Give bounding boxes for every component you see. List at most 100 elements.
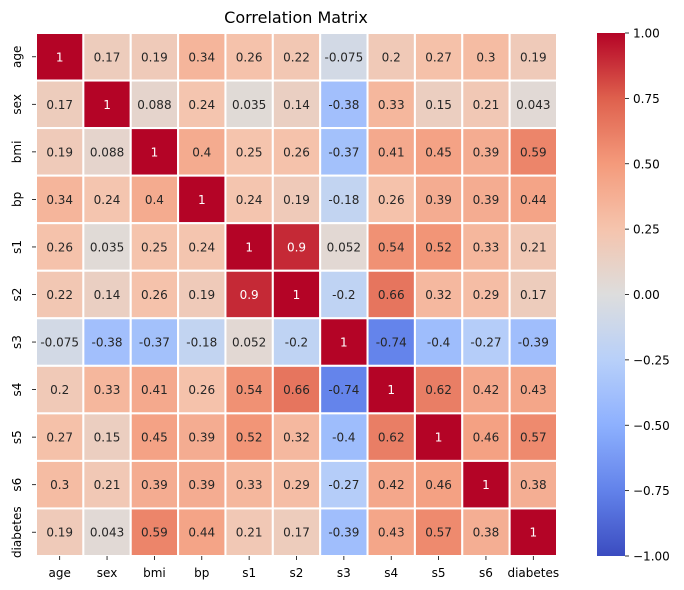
cell-label-s2-age: 0.22 xyxy=(46,288,73,302)
heatmap-cell-age-diabetes xyxy=(508,32,558,82)
x-tick-label-age: age xyxy=(49,566,71,580)
y-tick-label-s1: s1 xyxy=(10,240,24,254)
cell-label-s5-s5: 1 xyxy=(435,431,443,445)
heatmap-cell-s4-age xyxy=(35,364,85,415)
heatmap-cell-s4-diabetes xyxy=(508,364,558,415)
cell-label-diabetes-sex: 0.043 xyxy=(90,526,124,540)
heatmap-cell-sex-diabetes xyxy=(508,79,558,130)
cell-label-sex-s1: 0.035 xyxy=(232,98,266,112)
cell-label-s3-s3: 1 xyxy=(340,336,348,350)
cell-label-bp-age: 0.34 xyxy=(46,193,73,207)
cell-label-s1-s4: 0.54 xyxy=(378,240,405,254)
cell-label-s6-s5: 0.46 xyxy=(425,478,452,492)
colorbar-gradient xyxy=(597,33,625,556)
cell-label-bmi-s3: -0.37 xyxy=(328,145,359,159)
cell-label-bmi-s1: 0.25 xyxy=(236,145,263,159)
cell-label-bp-s4: 0.26 xyxy=(378,193,405,207)
cell-label-bmi-bp: 0.4 xyxy=(192,145,211,159)
heatmap-cell-s5-age xyxy=(35,412,85,462)
cell-label-s4-s5: 0.62 xyxy=(425,383,452,397)
colorbar: 1.00 0.75 0.50 0.25 0.00 −0.25 −0.50 −0.75 −1.00 xyxy=(597,27,670,564)
cell-label-bp-s6: 0.39 xyxy=(473,193,500,207)
cell-label-age-s1: 0.26 xyxy=(236,50,263,64)
y-tick-label-s3: s3 xyxy=(10,335,24,349)
cell-label-diabetes-s2: 0.17 xyxy=(283,526,310,540)
cell-label-diabetes-s3: -0.39 xyxy=(328,526,359,540)
heatmap-cell-s6-diabetes xyxy=(508,459,558,510)
cell-label-diabetes-s5: 0.57 xyxy=(425,526,452,540)
heatmap-cell-s3-sex xyxy=(82,317,132,367)
cell-label-s5-s2: 0.32 xyxy=(283,431,310,445)
cell-label-s1-s2: 0.9 xyxy=(287,240,306,254)
cell-label-s5-s1: 0.52 xyxy=(236,431,263,445)
cell-label-s4-s2: 0.66 xyxy=(283,383,310,397)
heatmap-cell-sex-s4 xyxy=(366,79,416,130)
cell-label-s4-s4: 1 xyxy=(387,383,395,397)
colorbar-tick-label: 0.75 xyxy=(633,92,660,106)
y-tick-label-diabetes: diabetes xyxy=(10,506,24,558)
cell-label-s4-s6: 0.42 xyxy=(473,383,500,397)
cell-label-diabetes-s4: 0.43 xyxy=(378,526,405,540)
cell-label-s2-sex: 0.14 xyxy=(94,288,121,302)
heatmap-cell-s6-bp xyxy=(177,459,227,510)
heatmap-cell-diabetes-s1 xyxy=(224,507,274,558)
heatmap-cell-s5-diabetes xyxy=(508,412,558,462)
cell-label-s4-age: 0.2 xyxy=(50,383,69,397)
colorbar-tick-label: −0.25 xyxy=(633,353,670,367)
y-tick-label-s2: s2 xyxy=(10,288,24,302)
cell-label-s5-bmi: 0.45 xyxy=(141,431,168,445)
heatmap-cell-sex-age xyxy=(35,79,85,130)
cell-label-s3-sex: -0.38 xyxy=(92,336,123,350)
cell-label-s3-bp: -0.18 xyxy=(186,336,217,350)
heatmap-cell-sex-s5 xyxy=(413,79,464,130)
cell-label-sex-s2: 0.14 xyxy=(283,98,310,112)
heatmap-cell-s1-sex xyxy=(82,222,132,272)
colorbar-tick-label: −1.00 xyxy=(633,550,670,564)
cell-label-s3-s5: -0.4 xyxy=(427,336,450,350)
cell-label-bp-sex: 0.24 xyxy=(94,193,121,207)
cell-label-s5-s4: 0.62 xyxy=(378,431,405,445)
cell-label-diabetes-s1: 0.21 xyxy=(236,526,263,540)
heatmap-cell-sex-s1 xyxy=(224,79,274,130)
x-tick-label-s4: s4 xyxy=(384,566,398,580)
heatmap-cell-s6-s1 xyxy=(224,459,274,510)
cell-label-s6-s2: 0.29 xyxy=(283,478,310,492)
cell-label-age-diabetes: 0.19 xyxy=(520,50,547,64)
cell-label-age-s6: 0.3 xyxy=(476,50,495,64)
cell-label-s5-age: 0.27 xyxy=(46,431,73,445)
colorbar-tick-label: 0.50 xyxy=(633,157,660,171)
heatmap-cell-s1-s6 xyxy=(461,222,511,272)
heatmap-cell-bmi-diabetes xyxy=(508,127,558,177)
y-axis-ticks: age sex bmi bp s1 s2 s3 s4 s5 s6 diabetes xyxy=(10,46,36,558)
cell-label-s3-bmi: -0.37 xyxy=(139,336,170,350)
heatmap-cell-s2-s5 xyxy=(413,269,464,320)
x-tick-label-s5: s5 xyxy=(432,566,446,580)
cell-label-bp-s2: 0.19 xyxy=(283,193,310,207)
cell-label-s2-diabetes: 0.17 xyxy=(520,288,547,302)
cell-label-bmi-bmi: 1 xyxy=(151,145,159,159)
heatmap-cell-s5-s6 xyxy=(461,412,511,462)
cell-label-s5-sex: 0.15 xyxy=(94,431,121,445)
heatmap-cell-s2-bp xyxy=(177,269,227,320)
cell-label-bp-s3: -0.18 xyxy=(328,193,359,207)
cell-label-diabetes-age: 0.19 xyxy=(46,526,73,540)
cell-label-s6-age: 0.3 xyxy=(50,478,69,492)
cell-label-bmi-s6: 0.39 xyxy=(473,145,500,159)
cell-label-s3-s2: -0.2 xyxy=(285,336,308,350)
heatmap-cell-age-s6 xyxy=(461,32,511,82)
heatmap-cell-s3-s5 xyxy=(413,317,464,367)
heatmap-cell-s1-age xyxy=(35,222,85,272)
cell-label-s2-bmi: 0.26 xyxy=(141,288,168,302)
cell-label-bmi-s5: 0.45 xyxy=(425,145,452,159)
cell-label-bp-diabetes: 0.44 xyxy=(520,193,547,207)
cell-label-bp-bmi: 0.4 xyxy=(145,193,164,207)
cell-label-s4-s1: 0.54 xyxy=(236,383,263,397)
cell-label-s2-s3: -0.2 xyxy=(332,288,355,302)
heatmap-cell-s4-s1 xyxy=(224,364,274,415)
x-tick-label-s1: s1 xyxy=(242,566,256,580)
heatmap-cell-s2-diabetes xyxy=(508,269,558,320)
heatmap-cell-age-s2 xyxy=(271,32,322,82)
cell-label-s2-bp: 0.19 xyxy=(188,288,215,302)
cell-label-s2-s2: 1 xyxy=(293,288,301,302)
heatmap-cell-s5-s4 xyxy=(366,412,416,462)
